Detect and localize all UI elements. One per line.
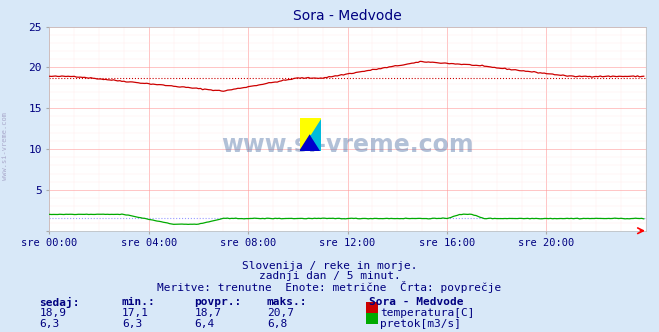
Text: Sora - Medvode: Sora - Medvode xyxy=(369,297,463,307)
Title: Sora - Medvode: Sora - Medvode xyxy=(293,9,402,23)
Text: www.si-vreme.com: www.si-vreme.com xyxy=(2,112,9,180)
Text: 18,7: 18,7 xyxy=(194,308,221,318)
Text: min.:: min.: xyxy=(122,297,156,307)
Polygon shape xyxy=(300,118,310,151)
Polygon shape xyxy=(310,118,321,151)
Polygon shape xyxy=(300,118,321,134)
Text: Meritve: trenutne  Enote: metrične  Črta: povprečje: Meritve: trenutne Enote: metrične Črta: … xyxy=(158,281,501,292)
Text: 18,9: 18,9 xyxy=(40,308,67,318)
Text: pretok[m3/s]: pretok[m3/s] xyxy=(380,319,461,329)
Text: sedaj:: sedaj: xyxy=(40,297,80,308)
Text: maks.:: maks.: xyxy=(267,297,307,307)
Text: www.si-vreme.com: www.si-vreme.com xyxy=(221,133,474,157)
Text: 6,3: 6,3 xyxy=(122,319,142,329)
Text: zadnji dan / 5 minut.: zadnji dan / 5 minut. xyxy=(258,271,401,281)
Polygon shape xyxy=(300,118,321,151)
Text: temperatura[C]: temperatura[C] xyxy=(380,308,474,318)
Text: 6,4: 6,4 xyxy=(194,319,215,329)
Text: 6,8: 6,8 xyxy=(267,319,287,329)
Polygon shape xyxy=(300,134,321,151)
Text: 6,3: 6,3 xyxy=(40,319,60,329)
Text: 20,7: 20,7 xyxy=(267,308,294,318)
Polygon shape xyxy=(300,118,321,151)
Text: 17,1: 17,1 xyxy=(122,308,149,318)
Text: Slovenija / reke in morje.: Slovenija / reke in morje. xyxy=(242,261,417,271)
Text: povpr.:: povpr.: xyxy=(194,297,242,307)
